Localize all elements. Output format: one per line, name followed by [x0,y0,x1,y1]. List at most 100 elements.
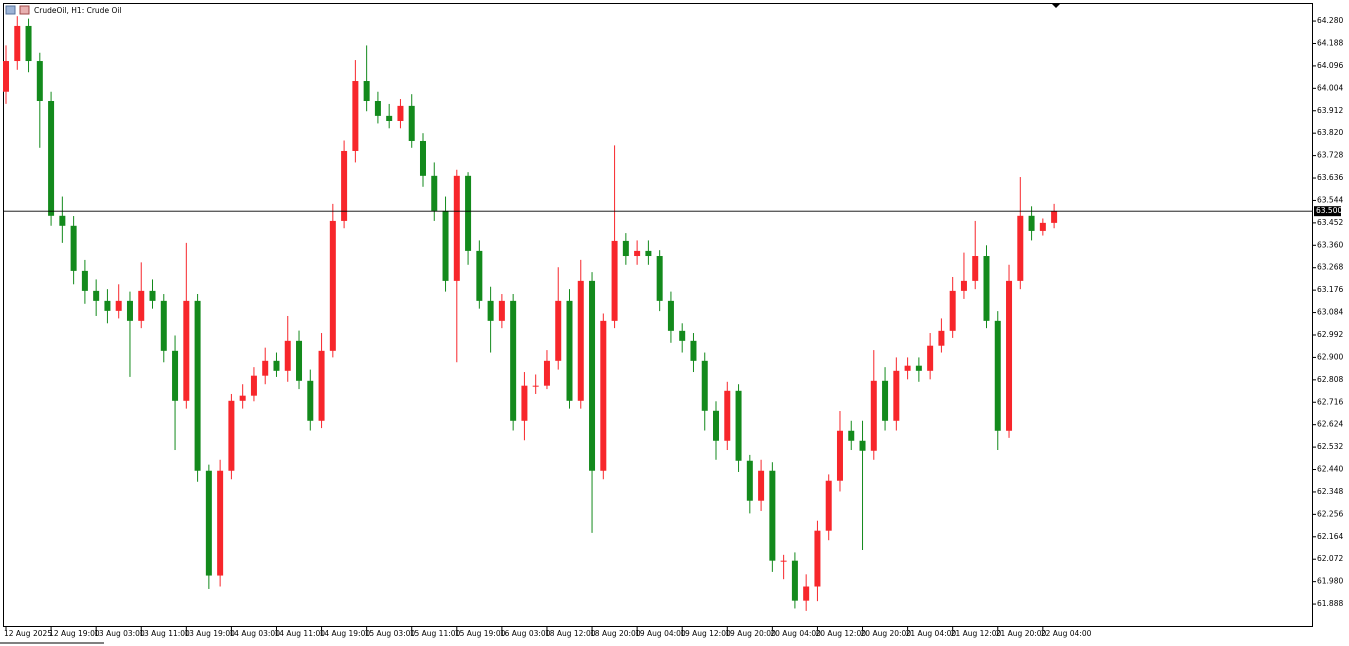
candle-body [115,300,122,311]
candle-body [273,360,280,371]
candle-body [758,470,765,501]
icon [5,5,16,15]
candle-body [949,290,956,331]
y-tick-label: 64.096 [1317,61,1343,70]
x-tick-label: 14 Aug 11:00 [274,629,325,638]
current-price-label: 63.500 [1316,206,1342,215]
candle-body [374,101,381,116]
candle-body [284,340,291,371]
y-tick-label: 63.544 [1317,195,1343,204]
candle-body [36,61,43,102]
y-tick-label: 63.452 [1317,218,1343,227]
candle-body [138,290,145,321]
x-tick-label: 19 Aug 12:00 [680,629,731,638]
y-tick-label: 63.084 [1317,308,1343,317]
shift-marker [1052,4,1060,8]
candle-body [904,365,911,371]
candle-body [645,250,652,257]
x-tick-label: 20 Aug 20:00 [861,629,912,638]
candle-body [487,300,494,321]
y-tick-label: 62.348 [1317,487,1343,496]
y-tick-label: 64.004 [1317,83,1343,92]
candle-body [724,390,731,441]
candle-body [1051,211,1058,223]
candle-body [938,330,945,346]
x-tick-label: 19 Aug 04:00 [635,629,686,638]
x-tick-label: 22 Aug 04:00 [1041,629,1092,638]
candle-body [769,470,776,561]
y-tick-label: 64.280 [1317,16,1343,25]
y-tick-label: 62.992 [1317,330,1343,339]
candle-body [476,250,483,301]
candle-body [836,430,843,481]
candle-body [419,140,426,176]
y-tick-label: 62.808 [1317,375,1343,384]
candle-body [983,256,990,321]
y-tick-label: 63.912 [1317,106,1343,115]
x-tick-label: 12 Aug 2025 [4,629,52,638]
candle-body [803,586,810,601]
candle-body [262,360,269,376]
candle-body [3,61,9,92]
candle-body [893,370,900,421]
x-tick-label: 12 Aug 19:00 [49,629,100,638]
y-tick-label: 62.716 [1317,397,1343,406]
candle-body [126,300,133,321]
x-tick-label: 21 Aug 12:00 [951,629,1002,638]
y-tick-label: 63.636 [1317,173,1343,182]
x-tick-label: 18 Aug 12:00 [545,629,596,638]
candle-body [48,101,55,216]
y-tick-label: 63.820 [1317,128,1343,137]
candle-body [814,530,821,587]
candle-body [194,300,201,471]
candle-body [307,380,314,421]
x-tick-label: 13 Aug 03:00 [94,629,145,638]
candle-body [915,365,922,371]
candle-body [859,440,866,451]
candle-body [577,280,584,401]
candle-body [250,375,257,396]
icon [19,5,30,15]
candle-body [329,220,336,351]
y-tick-label: 61.888 [1317,599,1343,608]
x-tick-label: 14 Aug 03:00 [229,629,280,638]
candle-body [1017,215,1024,281]
y-tick-label: 63.360 [1317,240,1343,249]
candle-body [70,225,77,271]
x-tick-label: 21 Aug 04:00 [906,629,957,638]
x-tick-label: 16 Aug 03:00 [500,629,551,638]
candle-body [566,300,573,401]
y-tick-label: 63.728 [1317,151,1343,160]
candle-body [239,395,246,401]
candle-body [994,320,1001,431]
candle-body [228,400,235,471]
candle-body [149,290,156,301]
plot-frame [3,3,1313,627]
candle-body [667,300,674,331]
y-tick-label: 62.532 [1317,442,1343,451]
candle-body [825,480,832,531]
x-tick-label: 19 Aug 20:00 [725,629,776,638]
x-tick-label: 20 Aug 12:00 [815,629,866,638]
candle-body [634,250,641,257]
candle-body [217,470,224,576]
y-tick-label: 63.176 [1317,285,1343,294]
candle-body [352,81,359,151]
candle-body [1006,280,1013,431]
candle-body [160,300,167,351]
candle-body [746,460,753,501]
candle-body [1039,222,1046,231]
x-tick-label: 13 Aug 11:00 [139,629,190,638]
candle-body [510,300,517,421]
candle-body [780,560,787,562]
x-tick-label: 15 Aug 11:00 [410,629,461,638]
candle-body [555,300,562,361]
candle-body [397,105,404,121]
candle-body [104,300,111,311]
y-tick-label: 62.900 [1317,352,1343,361]
candle-body [882,380,889,421]
candle-body [318,350,325,421]
x-tick-label: 20 Aug 04:00 [770,629,821,638]
chart-title: CrudeOil, H1: Crude Oil [34,6,122,15]
y-tick-label: 64.188 [1317,38,1343,47]
